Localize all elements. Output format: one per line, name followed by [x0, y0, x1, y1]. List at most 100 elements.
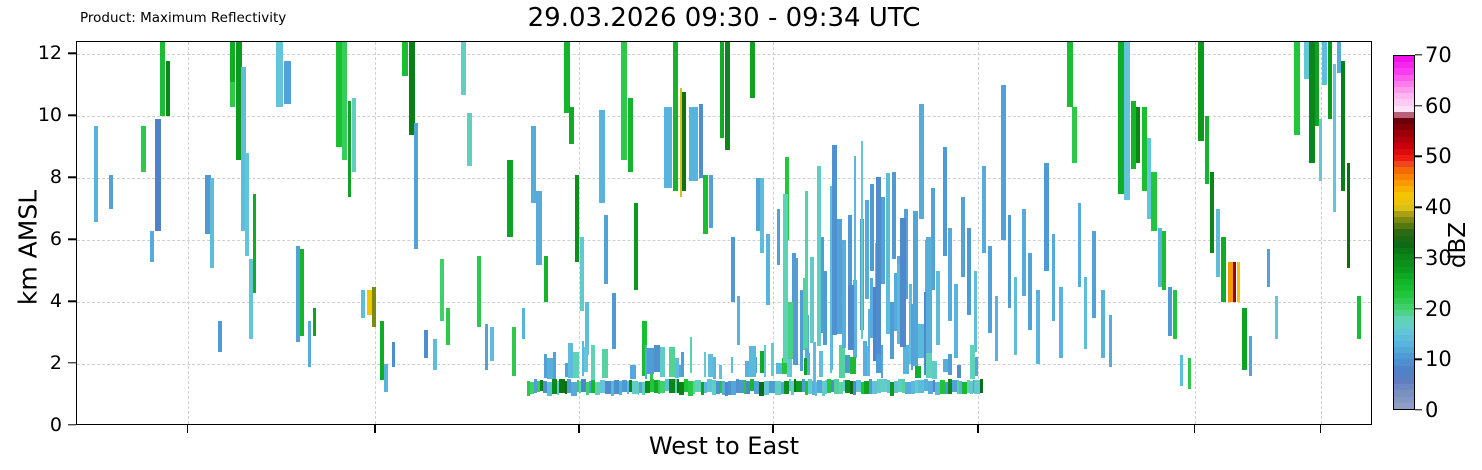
reflectivity-cell — [952, 379, 957, 393]
reflectivity-cell — [439, 258, 444, 321]
reflectivity-cell — [236, 42, 243, 160]
colorbar-band — [1394, 272, 1414, 279]
reflectivity-cell — [205, 175, 211, 234]
reflectivity-cell — [140, 125, 147, 173]
colorbar-band — [1394, 371, 1414, 379]
reflectivity-cell — [1327, 42, 1332, 120]
reflectivity-cell — [679, 88, 683, 197]
reflectivity-cell — [935, 381, 940, 396]
reflectivity-cell — [880, 379, 887, 392]
reflectivity-cell — [1293, 42, 1300, 135]
reflectivity-cell — [621, 380, 628, 392]
reflectivity-cell — [618, 380, 622, 396]
colorbar-tick-label: 40 — [1425, 195, 1452, 220]
colorbar-band — [1394, 247, 1414, 255]
y-axis-tick-label: 0 — [49, 414, 62, 436]
reflectivity-cell — [719, 42, 725, 138]
reflectivity-cell — [647, 347, 654, 374]
colorbar-band — [1394, 210, 1414, 218]
reflectivity-cell — [567, 379, 572, 394]
reflectivity-cell — [956, 364, 962, 378]
reflectivity-cell — [1336, 42, 1341, 73]
reflectivity-cell — [981, 165, 986, 253]
reflectivity-cell — [1314, 42, 1320, 126]
reflectivity-cell — [931, 187, 935, 290]
reflectivity-cell — [961, 381, 967, 394]
colorbar-tick-label: 10 — [1425, 347, 1452, 372]
gridline-vertical — [187, 42, 190, 424]
reflectivity-cell — [245, 153, 250, 256]
reflectivity-cell — [1028, 252, 1033, 330]
reflectivity-cell — [942, 147, 948, 256]
reflectivity-cell — [680, 351, 684, 377]
reflectivity-cell — [880, 196, 885, 284]
reflectivity-cell — [754, 381, 760, 394]
reflectivity-cell — [610, 381, 615, 396]
reflectivity-cell — [446, 308, 450, 346]
reflectivity-cell — [905, 381, 912, 395]
reflectivity-cell — [109, 175, 113, 210]
reflectivity-cell — [627, 97, 633, 173]
colorbar-band — [1394, 241, 1414, 248]
reflectivity-cell — [241, 66, 246, 231]
colorbar-band — [1394, 191, 1414, 199]
reflectivity-cell — [564, 363, 568, 378]
reflectivity-cell — [1141, 107, 1147, 191]
reflectivity-cell — [700, 381, 705, 395]
colorbar-band — [1394, 402, 1414, 409]
gridline-horizontal — [77, 178, 1371, 180]
colorbar-band — [1394, 117, 1414, 125]
reflectivity-cell — [849, 357, 856, 374]
reflectivity-cell — [804, 380, 809, 395]
reflectivity-cell — [1357, 295, 1362, 340]
reflectivity-cell — [910, 303, 914, 371]
reflectivity-cell — [893, 380, 898, 394]
reflectivity-cell — [974, 379, 980, 395]
colorbar-band — [1394, 327, 1414, 335]
reflectivity-cell — [947, 227, 952, 321]
reflectivity-cell — [564, 381, 568, 395]
reflectivity-cell — [881, 345, 884, 379]
reflectivity-cell — [657, 379, 660, 394]
reflectivity-cell — [1091, 230, 1097, 318]
colorbar-tick-label: 0 — [1425, 398, 1439, 422]
reflectivity-cell — [956, 380, 959, 395]
reflectivity-cell — [165, 60, 171, 117]
reflectivity-cell — [299, 249, 304, 337]
reflectivity-cell — [637, 381, 640, 396]
reflectivity-cell — [621, 42, 627, 160]
reflectivity-cell — [612, 292, 616, 349]
colorbar-band — [1394, 358, 1414, 366]
y-axis-tick-label: 12 — [37, 42, 62, 65]
reflectivity-cell — [923, 291, 927, 376]
reflectivity-cell — [917, 379, 924, 394]
colorbar-band — [1394, 315, 1414, 323]
reflectivity-cell — [872, 381, 878, 394]
x-axis-tick-mark — [977, 425, 979, 433]
reflectivity-cell — [795, 380, 802, 393]
reflectivity-cell — [845, 379, 850, 393]
reflectivity-cell — [632, 380, 638, 395]
y-axis-tick-mark — [68, 362, 76, 364]
reflectivity-cell — [816, 379, 823, 394]
reflectivity-cell — [664, 107, 673, 188]
reflectivity-cell — [866, 346, 870, 377]
reflectivity-cell — [669, 379, 675, 394]
reflectivity-cell — [775, 380, 781, 395]
reflectivity-cell — [736, 295, 741, 346]
reflectivity-cell — [604, 215, 609, 284]
reflectivity-cell — [925, 348, 932, 379]
reflectivity-cell — [347, 100, 352, 197]
reflectivity-cell — [537, 380, 540, 393]
reflectivity-cell — [988, 246, 992, 334]
reflectivity-cell — [788, 301, 793, 359]
reflectivity-cell — [771, 342, 775, 377]
reflectivity-cell — [579, 237, 585, 312]
reflectivity-cell — [336, 42, 342, 148]
colorbar-band — [1394, 98, 1414, 106]
colorbar-band — [1394, 61, 1414, 69]
reflectivity-cell — [897, 379, 902, 393]
reflectivity-cell — [776, 209, 781, 265]
reflectivity-cell — [845, 355, 850, 373]
gridline-vertical — [1194, 42, 1197, 424]
